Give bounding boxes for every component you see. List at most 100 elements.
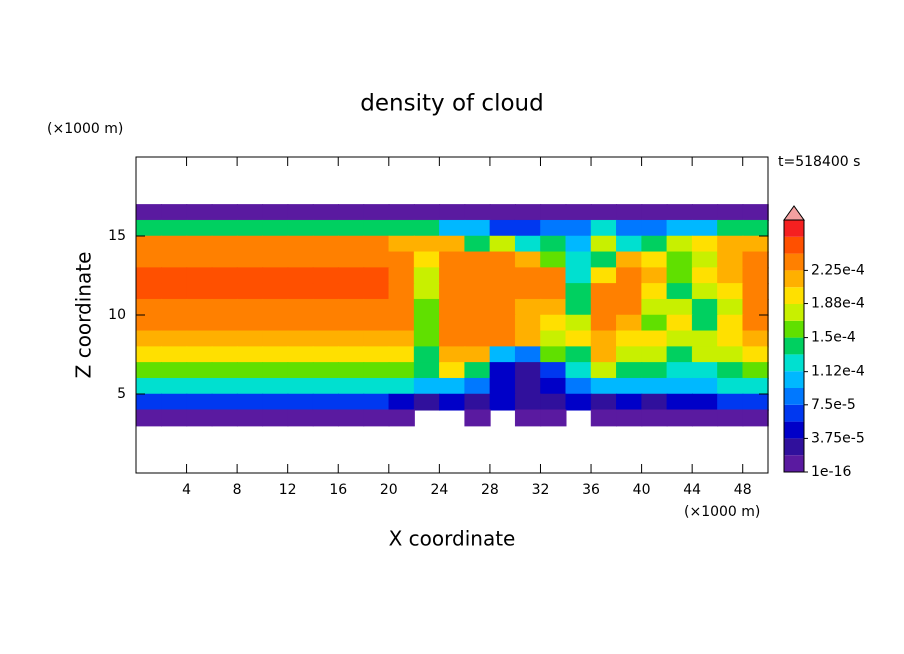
field-cell xyxy=(489,251,516,269)
field-cell xyxy=(464,298,491,316)
x-tick-label: 44 xyxy=(683,482,701,498)
field-cell xyxy=(388,267,415,285)
field-cell xyxy=(489,204,516,221)
colorbar-band xyxy=(784,404,804,422)
field-cell xyxy=(135,362,163,379)
field-cell xyxy=(514,362,542,379)
field-cell xyxy=(135,204,163,221)
field-cell xyxy=(135,267,163,285)
field-cell xyxy=(236,314,264,332)
field-cell xyxy=(186,251,213,269)
field-cell xyxy=(287,283,314,300)
field-cell xyxy=(742,346,769,364)
field-cell xyxy=(616,283,643,300)
field-cell xyxy=(186,235,213,253)
field-cell xyxy=(514,393,542,411)
field-cell xyxy=(161,393,188,411)
field-cell xyxy=(439,298,466,316)
field-cell xyxy=(312,346,339,364)
field-cell xyxy=(363,251,390,269)
field-cell xyxy=(641,393,668,411)
field-cell xyxy=(262,362,289,379)
field-cell xyxy=(236,330,264,348)
field-cell xyxy=(691,346,719,364)
x-unit: (×1000 m) xyxy=(684,504,760,520)
field-cell xyxy=(262,251,289,269)
field-cell xyxy=(363,283,390,300)
field-cell xyxy=(742,219,769,237)
field-cell xyxy=(641,219,668,237)
colorbar-tick-label: 1e-16 xyxy=(811,464,851,480)
field-cell xyxy=(691,219,719,237)
field-cell xyxy=(590,251,618,269)
field-cell xyxy=(236,219,264,237)
x-tick-label: 12 xyxy=(279,482,297,498)
x-tick-label: 32 xyxy=(532,482,550,498)
field-cell xyxy=(590,235,618,253)
field-cell xyxy=(641,314,668,332)
field-cell xyxy=(691,283,719,300)
field-cell xyxy=(135,409,163,427)
field-cell xyxy=(236,362,264,379)
field-cell xyxy=(691,267,719,285)
contour-field xyxy=(135,204,769,427)
field-cell xyxy=(691,314,719,332)
field-cell xyxy=(666,251,693,269)
field-cell xyxy=(540,393,567,411)
field-cell xyxy=(135,377,163,395)
field-cell xyxy=(388,362,415,379)
x-tick-label: 24 xyxy=(430,482,448,498)
field-cell xyxy=(666,377,693,395)
field-cell xyxy=(590,298,618,316)
field-cell xyxy=(211,393,238,411)
field-cell xyxy=(590,314,618,332)
field-cell xyxy=(186,346,213,364)
field-cell xyxy=(413,267,441,285)
x-tick-label: 16 xyxy=(329,482,347,498)
field-cell xyxy=(590,393,618,411)
field-cell xyxy=(666,283,693,300)
field-cell xyxy=(413,298,441,316)
colorbar-band xyxy=(784,236,804,254)
field-cell xyxy=(616,251,643,269)
field-cell xyxy=(590,267,618,285)
field-cell xyxy=(312,235,339,253)
field-cell xyxy=(514,283,542,300)
field-cell xyxy=(337,346,365,364)
field-cell xyxy=(161,314,188,332)
colorbar-tick-label: 1.5e-4 xyxy=(811,330,856,346)
field-cell xyxy=(540,204,567,221)
field-cell xyxy=(666,235,693,253)
field-cell xyxy=(717,298,744,316)
field-cell xyxy=(464,330,491,348)
field-cell xyxy=(514,377,542,395)
x-tick-label: 36 xyxy=(582,482,600,498)
field-cell xyxy=(641,377,668,395)
field-cell xyxy=(287,251,314,269)
field-cell xyxy=(439,314,466,332)
field-cell xyxy=(666,330,693,348)
field-cell xyxy=(742,377,769,395)
field-cell xyxy=(312,219,339,237)
field-cell xyxy=(464,362,491,379)
field-cell xyxy=(135,283,163,300)
field-cell xyxy=(287,219,314,237)
field-cell xyxy=(186,298,213,316)
field-cell xyxy=(641,330,668,348)
field-cell xyxy=(312,204,339,221)
x-tick-label: 48 xyxy=(734,482,752,498)
colorbar-band xyxy=(784,388,804,405)
field-cell xyxy=(211,251,238,269)
field-cell xyxy=(186,219,213,237)
field-cell xyxy=(363,298,390,316)
field-cell xyxy=(641,283,668,300)
field-cell xyxy=(287,235,314,253)
field-cell xyxy=(439,330,466,348)
field-cell xyxy=(616,267,643,285)
field-cell xyxy=(464,314,491,332)
field-cell xyxy=(464,267,491,285)
field-cell xyxy=(717,267,744,285)
field-cell xyxy=(717,204,744,221)
field-cell xyxy=(439,393,466,411)
